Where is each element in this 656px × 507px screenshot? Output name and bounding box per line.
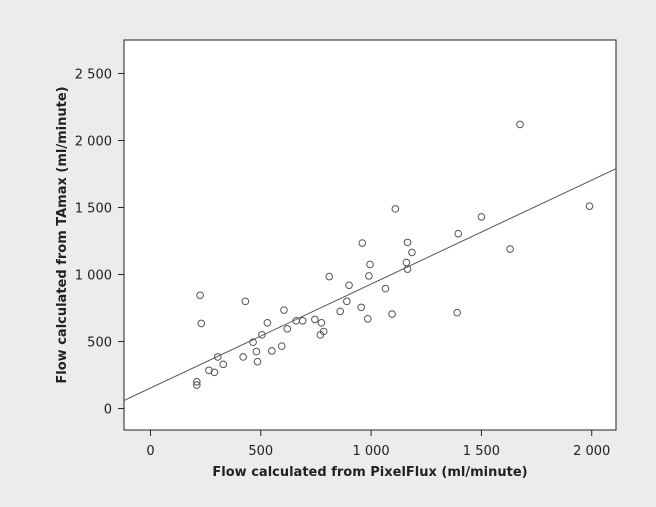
data-point xyxy=(585,202,594,210)
regression-line xyxy=(123,168,617,401)
y-tick-label: 1 000 xyxy=(75,269,112,284)
data-point xyxy=(258,331,266,339)
x-axis: 0 500 1 000 1 500 2 000 xyxy=(146,430,610,459)
data-point xyxy=(193,381,201,389)
data-point xyxy=(253,357,262,366)
data-point xyxy=(283,325,292,333)
data-point xyxy=(263,318,272,327)
data-point xyxy=(196,291,204,300)
data-point xyxy=(516,120,524,129)
x-tick-label: 0 xyxy=(146,444,154,459)
data-point xyxy=(213,353,222,361)
data-point xyxy=(453,308,461,317)
data-point xyxy=(193,377,201,386)
data-point xyxy=(252,347,261,356)
data-point xyxy=(391,205,400,213)
x-tick-label: 2 000 xyxy=(573,444,610,459)
data-point xyxy=(363,314,372,323)
data-point xyxy=(268,347,276,355)
data-point xyxy=(454,229,463,238)
data-point xyxy=(325,272,333,281)
data-point xyxy=(365,272,373,280)
data-point xyxy=(388,310,396,318)
x-tick-label: 1 000 xyxy=(352,444,389,459)
data-point xyxy=(311,315,319,324)
data-point xyxy=(219,360,228,369)
data-point xyxy=(345,281,353,290)
fit-line-layer xyxy=(123,168,617,401)
x-tick-label: 500 xyxy=(248,444,273,459)
data-point xyxy=(477,213,486,221)
data-point xyxy=(366,260,374,269)
data-point xyxy=(277,342,286,351)
y-tick-label: 0 xyxy=(104,403,112,418)
data-point xyxy=(336,307,345,316)
y-tick-label: 2 000 xyxy=(75,135,112,150)
data-point xyxy=(249,338,257,347)
data-point xyxy=(197,319,206,328)
data-point xyxy=(210,368,219,377)
plot-area xyxy=(123,39,617,431)
x-tick-label: 1 500 xyxy=(463,444,500,459)
data-point xyxy=(357,303,365,312)
y-tick-label: 1 500 xyxy=(75,202,112,217)
y-axis: 0 500 1 000 1 500 2 000 2 500 xyxy=(75,68,124,418)
y-tick-label: 500 xyxy=(87,336,112,351)
data-point xyxy=(343,297,351,306)
data-point xyxy=(506,245,514,253)
data-point xyxy=(403,238,412,247)
data-point xyxy=(403,265,412,273)
data-point xyxy=(241,297,250,306)
data-point xyxy=(298,316,307,325)
data-point xyxy=(280,306,288,314)
points-layer xyxy=(193,120,594,389)
x-axis-title: Flow calculated from PixelFlux (ml/minut… xyxy=(212,465,527,480)
y-axis-title: Flow calculated from TAmax (ml/minute) xyxy=(55,86,70,383)
data-point xyxy=(317,318,326,327)
y-tick-label: 2 500 xyxy=(75,68,112,83)
data-point xyxy=(358,239,367,247)
data-point xyxy=(319,327,328,336)
data-point xyxy=(381,284,390,293)
data-point xyxy=(239,353,247,361)
data-point xyxy=(408,248,416,257)
